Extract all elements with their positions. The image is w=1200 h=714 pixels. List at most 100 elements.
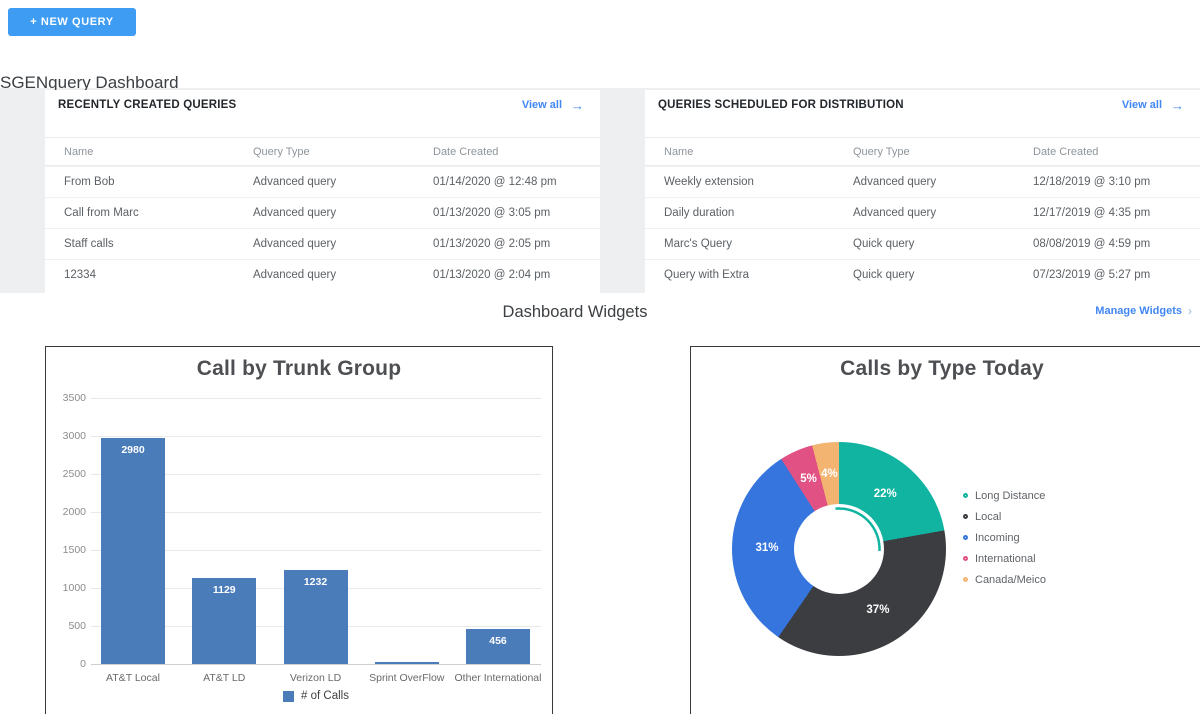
- column-header-date: Date Created: [433, 145, 499, 158]
- recent-queries-title: RECENTLY CREATED QUERIES: [58, 99, 237, 111]
- y-gridline: [91, 398, 541, 399]
- cell-type: Quick query: [853, 238, 915, 250]
- legend-item-local: Local: [963, 506, 1046, 527]
- recent-queries-table: Name Query Type Date Created From Bob Ad…: [45, 137, 600, 290]
- legend-item-long-distance: Long Distance: [963, 485, 1046, 506]
- cell-type: Advanced query: [253, 176, 337, 188]
- cell-type: Advanced query: [853, 176, 937, 188]
- bar-chart-plot: 3500 3000 2500 2000 1500 1000 500 0 2980 AT&T Loc…: [46, 347, 552, 714]
- cell-date: 01/13/2020 @ 3:05 pm: [433, 207, 551, 219]
- manage-widgets-link[interactable]: Manage Widgets ›: [1095, 304, 1192, 318]
- cell-name: 12334: [64, 269, 96, 281]
- recent-queries-header: RECENTLY CREATED QUERIES View all →: [45, 90, 600, 120]
- column-header-name: Name: [64, 145, 94, 158]
- bar-2: [283, 570, 348, 664]
- y-gridline: [91, 664, 541, 665]
- x-axis-category-label: AT&T Local: [106, 672, 160, 684]
- bar-value-label: 456: [489, 635, 507, 648]
- scheduled-queries-view-all-link[interactable]: View all →: [1122, 98, 1184, 113]
- cell-date: 01/14/2020 @ 12:48 pm: [433, 176, 557, 188]
- bar-0: [101, 437, 165, 664]
- column-header-date: Date Created: [1033, 145, 1099, 158]
- y-gridline: [91, 436, 541, 437]
- cell-name: Weekly extension: [664, 176, 754, 188]
- recent-queries-view-all-link[interactable]: View all →: [522, 98, 584, 113]
- legend-ring-icon: [963, 493, 968, 498]
- cell-type: Advanced query: [253, 238, 337, 250]
- cell-date: 08/08/2019 @ 4:59 pm: [1033, 238, 1151, 250]
- y-axis-tick-label: 1000: [62, 582, 86, 594]
- x-axis-category-label: Sprint OverFlow: [369, 672, 445, 684]
- table-row[interactable]: Daily duration Advanced query 12/17/2019…: [645, 197, 1200, 228]
- scheduled-queries-card: QUERIES SCHEDULED FOR DISTRIBUTION View …: [645, 90, 1200, 293]
- page-title: SGENquery Dashboard: [0, 73, 179, 92]
- x-axis-category-label: Verizon LD: [289, 672, 342, 684]
- pie-chart-legend: Long Distance Local Incoming International C…: [963, 485, 1046, 590]
- pie-chart-title: Calls by Type Today: [840, 357, 1044, 380]
- legend-label: Canada/Meico: [975, 573, 1046, 586]
- cell-name: Query with Extra: [664, 269, 749, 281]
- bar-chart-widget: Call by Trunk Group 3500 3000 2500 2000 1500…: [45, 346, 553, 714]
- y-axis-tick-label: 0: [80, 658, 86, 670]
- x-axis-category-label: Other International: [454, 672, 542, 684]
- legend-ring-icon: [963, 535, 968, 540]
- table-row[interactable]: Staff calls Advanced query 01/13/2020 @ …: [45, 228, 600, 259]
- chevron-right-icon: ›: [1188, 304, 1192, 318]
- y-gridline: [91, 550, 541, 551]
- table-row[interactable]: Query with Extra Quick query 07/23/2019 …: [645, 259, 1200, 290]
- legend-item-incoming: Incoming: [963, 527, 1046, 548]
- legend-label: International: [975, 552, 1036, 565]
- cell-type: Quick query: [853, 269, 915, 281]
- legend-ring-icon: [963, 556, 968, 561]
- table-row[interactable]: Weekly extension Advanced query 12/18/20…: [645, 166, 1200, 197]
- legend-item-international: International: [963, 548, 1046, 569]
- view-all-label: View all: [1121, 99, 1162, 111]
- arrow-right-icon: →: [571, 97, 584, 113]
- y-axis-tick-label: 500: [68, 620, 86, 632]
- table-row[interactable]: 12334 Advanced query 01/13/2020 @ 2:04 p…: [45, 259, 600, 290]
- cell-date: 07/23/2019 @ 5:27 pm: [1033, 269, 1151, 281]
- manage-widgets-label: Manage Widgets: [1095, 305, 1182, 317]
- bar-value-label: 1232: [303, 576, 328, 589]
- column-header-type: Query Type: [253, 145, 310, 158]
- y-axis-tick-label: 2500: [62, 468, 86, 480]
- cell-date: 01/13/2020 @ 2:05 pm: [433, 238, 551, 250]
- arrow-right-icon: →: [1171, 97, 1184, 113]
- cell-date: 12/17/2019 @ 4:35 pm: [1033, 207, 1151, 219]
- cell-type: Advanced query: [853, 207, 937, 219]
- y-axis-tick-label: 2000: [62, 506, 86, 518]
- legend-swatch: [283, 690, 295, 702]
- table-row[interactable]: From Bob Advanced query 01/14/2020 @ 12:…: [45, 166, 600, 197]
- view-all-label: View all: [521, 99, 562, 111]
- legend-label: Local: [975, 510, 1002, 523]
- table-row[interactable]: Call from Marc Advanced query 01/13/2020…: [45, 197, 600, 228]
- scheduled-queries-header: QUERIES SCHEDULED FOR DISTRIBUTION View …: [645, 90, 1200, 120]
- legend-item-canada-meico: Canada/Meico: [963, 569, 1046, 590]
- dashboard-widgets-title: Dashboard Widgets: [455, 301, 695, 324]
- cell-date: 01/13/2020 @ 2:04 pm: [433, 269, 551, 281]
- bar-4: [466, 629, 530, 664]
- column-header-type: Query Type: [853, 145, 910, 158]
- cell-name: Staff calls: [64, 238, 114, 250]
- y-axis-tick-label: 3000: [62, 430, 86, 442]
- bar-value-label: 2980: [121, 443, 145, 456]
- column-header-name: Name: [664, 145, 694, 158]
- legend-label: # of Calls: [301, 690, 349, 702]
- new-query-button[interactable]: + NEW QUERY: [8, 8, 136, 36]
- pie-chart-widget: Calls by Type Today 22% 37% 31% 5% 4% Long D…: [690, 346, 1200, 714]
- scheduled-queries-table: Name Query Type Date Created Weekly exte…: [645, 137, 1200, 290]
- cell-date: 12/18/2019 @ 3:10 pm: [1033, 176, 1151, 188]
- table-header-row: Name Query Type Date Created: [45, 137, 600, 166]
- cell-type: Advanced query: [253, 269, 337, 281]
- bar-chart-title: Call by Trunk Group: [196, 357, 402, 380]
- table-row[interactable]: Marc's Query Quick query 08/08/2019 @ 4:…: [645, 228, 1200, 259]
- y-axis-tick-label: 3500: [62, 392, 86, 404]
- bar-3: [374, 662, 439, 664]
- cell-name: From Bob: [64, 176, 115, 188]
- bar-1: [192, 578, 257, 664]
- y-axis-tick-label: 1500: [62, 544, 86, 556]
- bar-chart-legend: # of Calls: [91, 690, 541, 702]
- cell-name: Marc's Query: [664, 238, 733, 250]
- scheduled-queries-title: QUERIES SCHEDULED FOR DISTRIBUTION: [658, 99, 904, 111]
- donut-inner-arc-decoration: [797, 507, 881, 591]
